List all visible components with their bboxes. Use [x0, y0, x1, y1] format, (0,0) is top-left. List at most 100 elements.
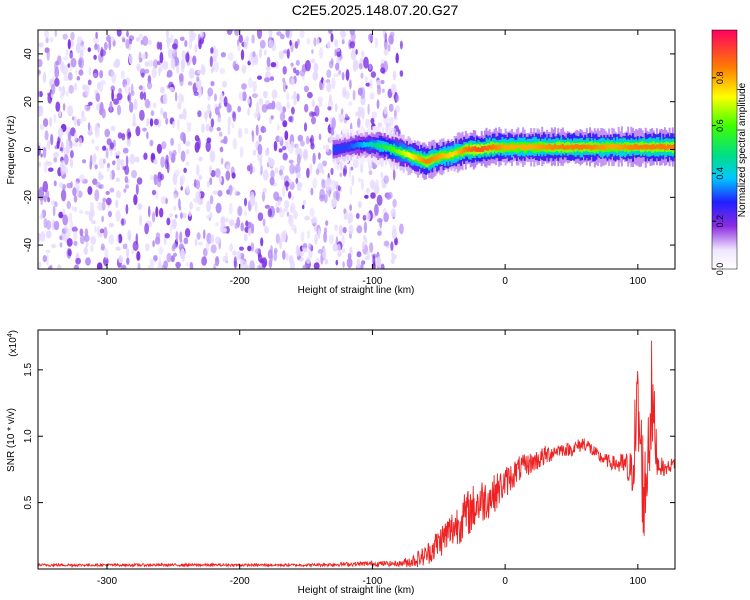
noise-blob — [381, 182, 387, 189]
noise-blob — [69, 158, 74, 169]
noise-blob — [215, 202, 222, 214]
noise-blob — [267, 156, 272, 165]
noise-blob — [295, 59, 300, 66]
ridge-cell — [377, 142, 380, 149]
noise-blob — [146, 131, 149, 140]
noise-blob — [238, 34, 243, 43]
noise-blob — [226, 164, 231, 172]
noise-blob — [320, 163, 324, 170]
noise-blob — [131, 170, 138, 179]
noise-blob — [215, 236, 221, 245]
snr-y-label: SNR (10 * v/v) — [6, 408, 17, 472]
ridge-cell — [636, 144, 639, 150]
x-tick-label: -300 — [97, 276, 117, 287]
noise-blob — [109, 142, 115, 150]
noise-blob — [78, 58, 83, 66]
ridge-cell — [528, 143, 531, 150]
noise-blob — [236, 250, 242, 261]
noise-blob — [173, 252, 177, 257]
noise-blob — [370, 192, 376, 199]
noise-blob — [387, 44, 391, 52]
spectrogram-plot-area — [38, 30, 675, 269]
noise-blob — [228, 219, 235, 227]
noise-blob — [84, 210, 90, 215]
noise-blob — [362, 214, 367, 221]
noise-blob — [356, 251, 362, 258]
noise-blob — [270, 61, 277, 68]
noise-blob — [166, 252, 172, 263]
noise-blob — [313, 62, 319, 73]
noise-blob — [94, 189, 100, 202]
noise-blob — [181, 50, 186, 60]
noise-blob — [76, 186, 79, 198]
noise-blob — [142, 35, 149, 47]
spectrogram-y-label: Frequency (Hz) — [6, 116, 17, 185]
ridge-cell — [472, 146, 475, 152]
noise-blob — [290, 202, 296, 214]
noise-blob — [317, 228, 321, 240]
noise-blob — [380, 79, 385, 85]
spectrogram-y-ticks: -40 -20 0 20 40 — [23, 48, 675, 252]
noise-blob — [71, 226, 78, 233]
noise-blob — [342, 261, 345, 268]
noise-blob — [274, 167, 279, 174]
ridge-cell — [557, 145, 560, 149]
noise-blob — [356, 225, 363, 234]
ridge-cell — [409, 153, 412, 159]
noise-blob — [260, 237, 264, 247]
noise-blob — [188, 67, 195, 79]
x-tick-label: -200 — [230, 576, 250, 587]
noise-blob — [244, 210, 247, 217]
noise-blob — [356, 258, 361, 269]
ridge-cell — [464, 146, 467, 152]
noise-blob — [308, 249, 313, 259]
ridge-cell — [420, 157, 423, 162]
noise-blob — [285, 30, 290, 38]
noise-blob — [205, 242, 210, 252]
noise-blob — [136, 251, 141, 261]
noise-blob — [165, 117, 169, 125]
noise-blob — [345, 113, 349, 119]
noise-blob — [159, 51, 164, 64]
noise-blob — [176, 65, 180, 74]
noise-blob — [390, 258, 395, 264]
ridge-cell — [356, 142, 359, 148]
noise-blob — [146, 117, 150, 127]
noise-blob — [196, 76, 200, 82]
noise-blob — [336, 243, 341, 252]
ridge-cell — [493, 144, 496, 150]
noise-blob — [38, 232, 42, 242]
noise-blob — [155, 206, 159, 218]
ridge-cell — [413, 154, 416, 160]
noise-blob — [343, 165, 348, 175]
noise-blob — [91, 138, 95, 145]
colorbar-tick-label: 0.8 — [715, 72, 725, 85]
ridge-cell — [345, 145, 348, 150]
noise-blob — [276, 196, 283, 202]
noise-blob — [134, 156, 140, 163]
noise-blob — [115, 199, 119, 209]
noise-blob — [297, 181, 301, 187]
noise-blob — [78, 209, 84, 214]
noise-blob — [321, 179, 326, 189]
noise-blob — [316, 37, 320, 46]
noise-blob — [78, 137, 83, 148]
ridge-cell — [351, 143, 354, 149]
noise-blob — [212, 190, 218, 195]
noise-blob — [377, 218, 383, 223]
ridge-cell — [407, 152, 410, 158]
ridge-cell — [415, 155, 418, 160]
noise-blob — [291, 77, 295, 86]
noise-blob — [80, 49, 84, 58]
noise-blob — [323, 79, 326, 84]
noise-blob — [91, 154, 96, 166]
noise-blob — [161, 141, 167, 150]
noise-blob — [352, 90, 356, 101]
noise-blob — [38, 161, 42, 168]
ridge-cell — [546, 145, 548, 150]
noise-blob — [392, 198, 397, 208]
noise-blob — [223, 96, 228, 107]
x-tick-label: 0 — [502, 276, 508, 287]
noise-blob — [338, 224, 343, 236]
noise-blob — [370, 117, 375, 125]
